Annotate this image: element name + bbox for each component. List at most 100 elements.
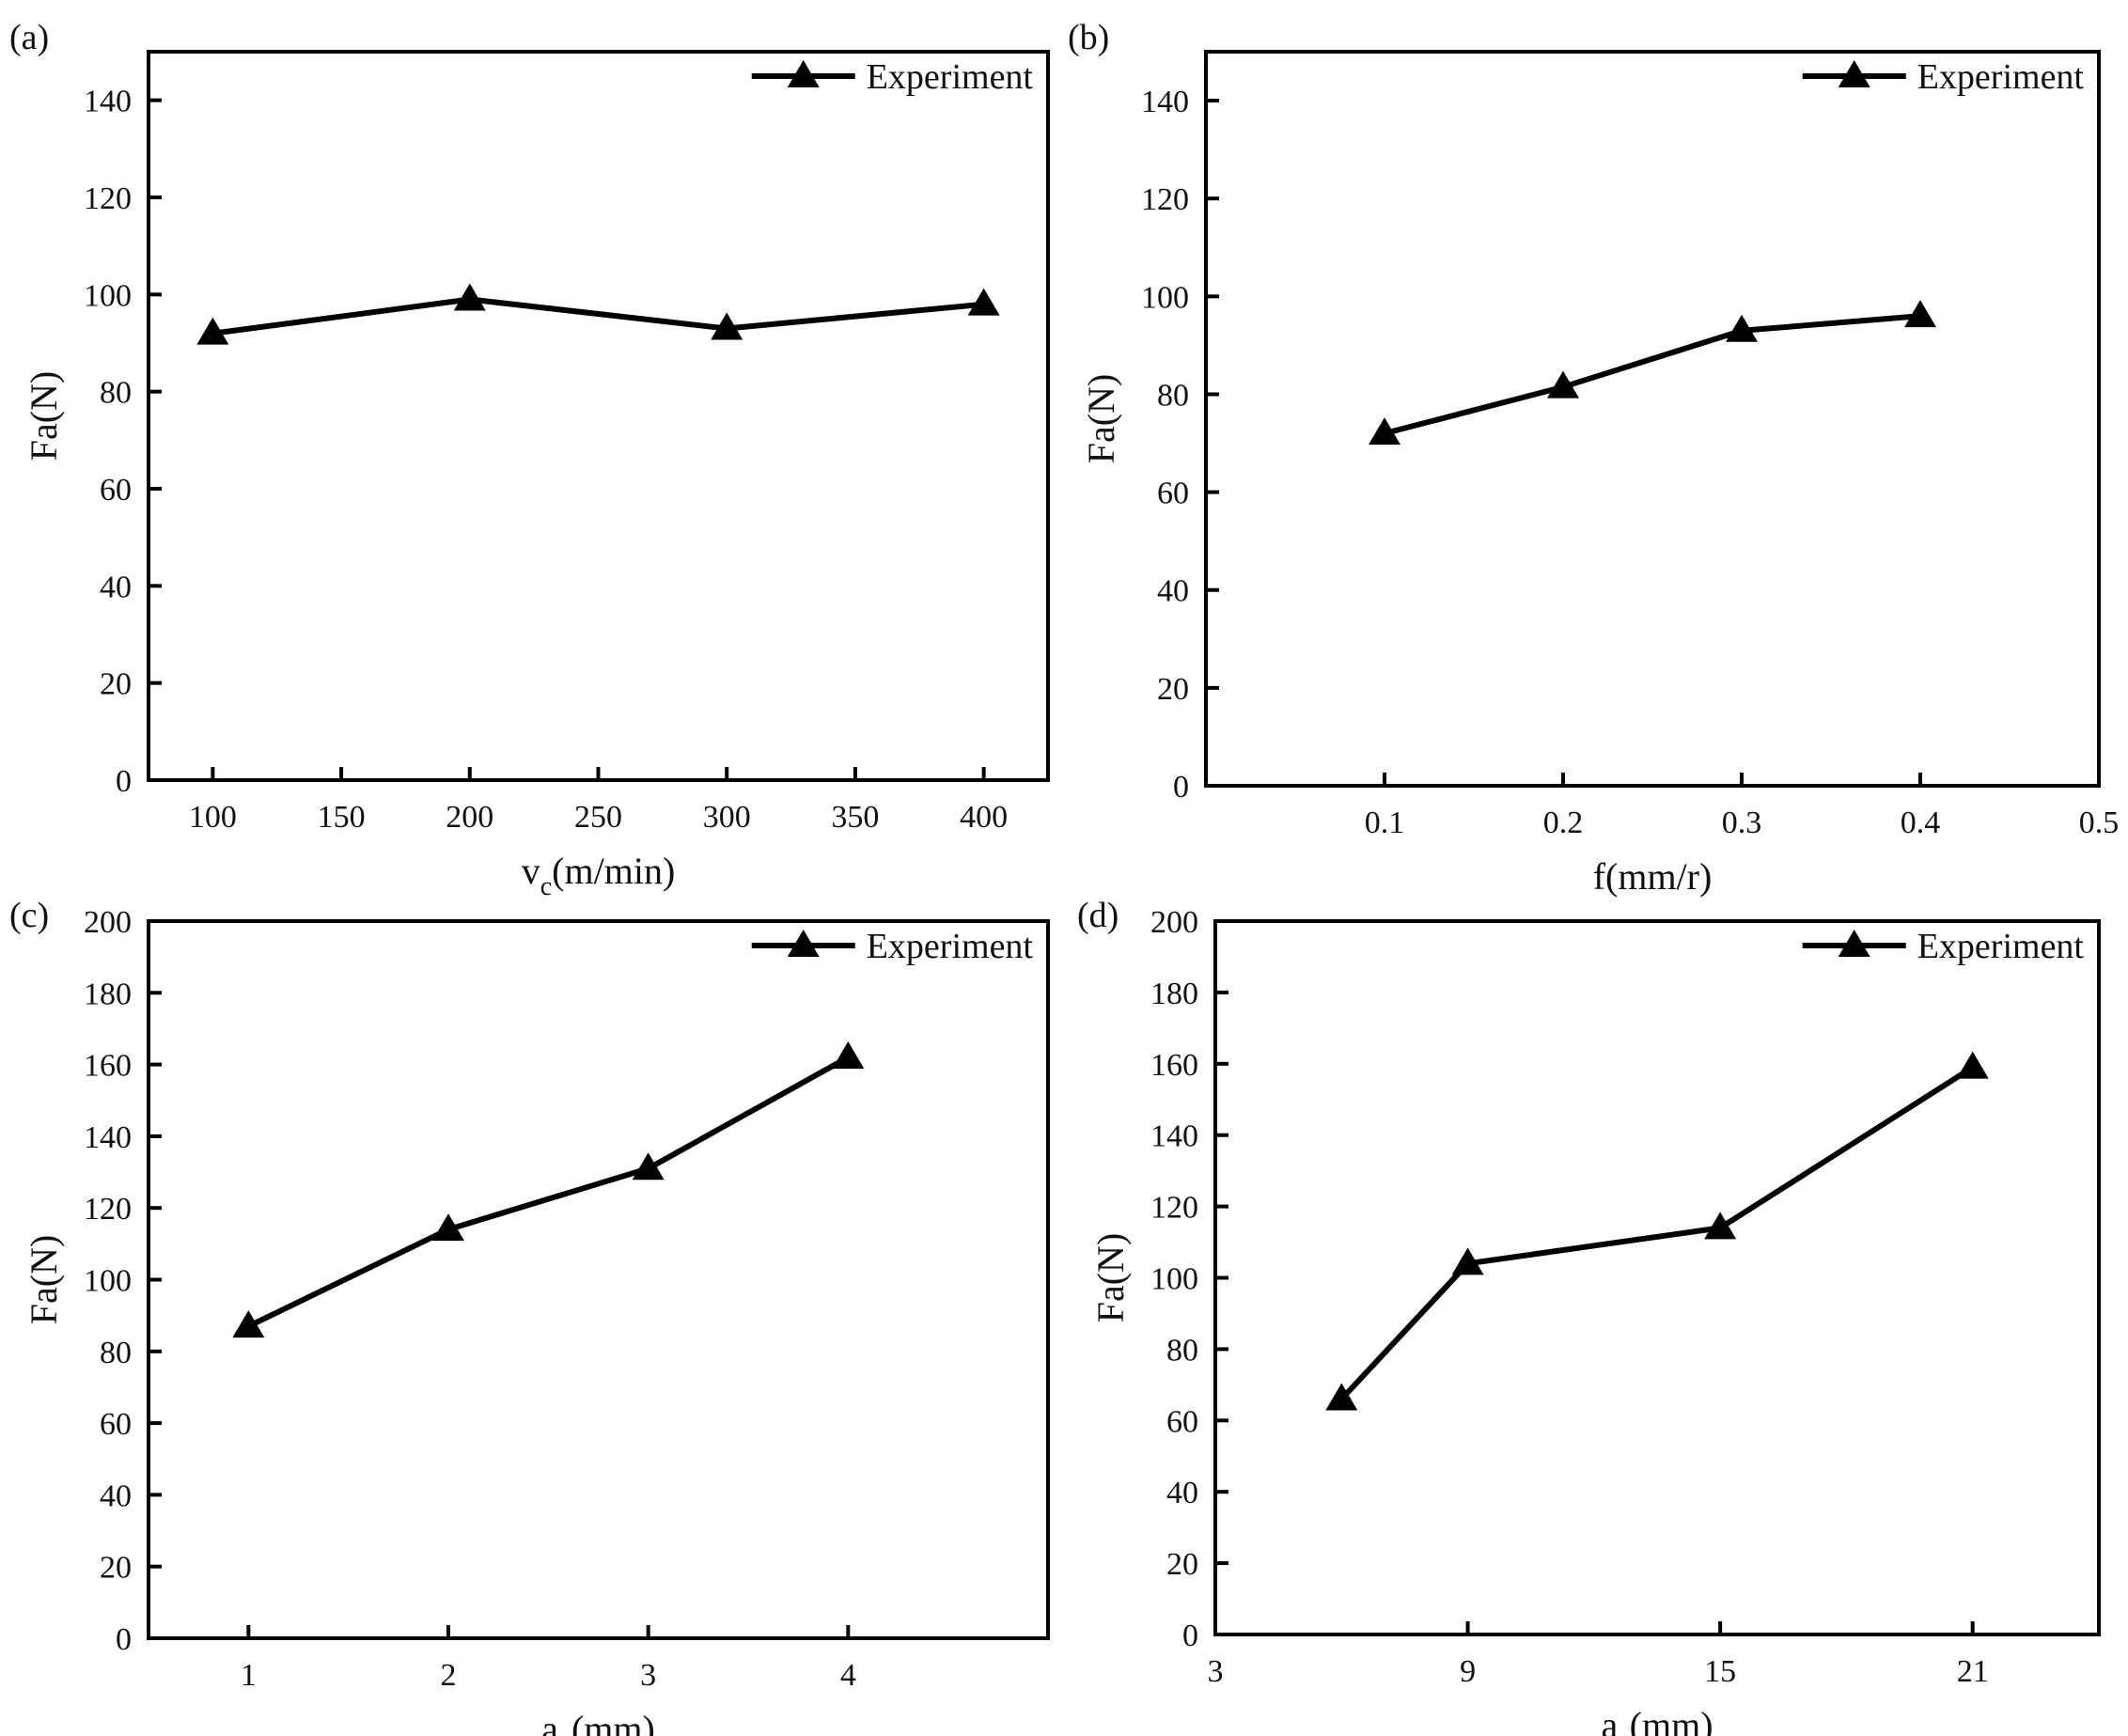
x-axis-title: f(mm/r) — [1593, 855, 1713, 898]
legend-label: Experiment — [867, 57, 1034, 97]
x-tick-label: 15 — [1704, 1654, 1736, 1689]
y-tick-label: 40 — [100, 570, 132, 604]
plot-frame — [1204, 50, 2101, 788]
panel-a: (a) 0 20 40 60 80 100 120 140 100 150 200 250 300 350 4… — [9, 18, 1050, 901]
y-tick-label: 120 — [84, 181, 132, 216]
x-axis-title: ae(mm) — [1601, 1704, 1713, 1736]
y-tick-label: 160 — [1150, 1048, 1198, 1083]
legend-marker — [787, 60, 820, 87]
plot-frame — [147, 919, 1050, 1640]
x-tick-label: 0.3 — [1722, 805, 1762, 840]
y-tick-label: 80 — [100, 1336, 132, 1370]
y-tick-label: 20 — [1166, 1547, 1198, 1582]
y-tick-label: 0 — [1173, 770, 1189, 805]
legend-marker — [1838, 60, 1870, 87]
y-tick-label: 120 — [1141, 182, 1189, 217]
y-tick-label: 120 — [84, 1192, 132, 1227]
legend-label: Experiment — [1917, 927, 2085, 966]
y-tick-label: 40 — [100, 1478, 132, 1513]
x-axis-title-main: v — [522, 850, 540, 892]
data-point-marker — [1369, 417, 1400, 446]
x-tick-label: 150 — [318, 800, 366, 835]
x-axis-title-main: a — [1601, 1704, 1618, 1736]
panel-label: (c) — [9, 896, 49, 935]
y-tick-label: 80 — [1157, 378, 1189, 413]
data-point-marker — [711, 312, 743, 340]
y-tick-label: 60 — [1166, 1404, 1198, 1439]
y-axis-title: Fa(N) — [23, 371, 65, 461]
y-tick-label: 60 — [100, 1407, 132, 1442]
x-tick-label: 4 — [840, 1658, 856, 1693]
panel-label: (d) — [1077, 896, 1119, 935]
x-tick-label: 9 — [1460, 1654, 1476, 1689]
data-point-marker — [1547, 370, 1579, 399]
y-tick-label: 20 — [100, 667, 132, 702]
y-tick-label: 100 — [1150, 1262, 1198, 1297]
y-tick-label: 80 — [100, 376, 132, 411]
legend: Experiment — [751, 57, 1034, 97]
series-line — [212, 296, 984, 336]
legend: Experiment — [1802, 57, 2085, 97]
y-tick-label: 20 — [100, 1551, 132, 1586]
y-tick-label: 20 — [1157, 672, 1189, 707]
x-tick-label: 1 — [241, 1658, 257, 1693]
x-tick-label: 0.1 — [1365, 805, 1405, 840]
y-tick-label: 0 — [116, 764, 132, 799]
x-tick-label: 0.5 — [2079, 805, 2120, 840]
legend-marker — [1838, 930, 1870, 957]
y-tick-label: 180 — [1150, 977, 1198, 1011]
y-tick-label: 0 — [116, 1622, 132, 1657]
x-axis-title: ap(mm) — [541, 1708, 655, 1736]
y-tick-label: 100 — [1141, 280, 1189, 315]
y-tick-label: 80 — [1166, 1333, 1198, 1368]
x-tick-label: 200 — [446, 800, 493, 835]
x-tick-label: 2 — [441, 1658, 457, 1693]
y-tick-label: 140 — [84, 85, 132, 119]
series-line — [1384, 313, 1921, 437]
y-axis-title: Fa(N) — [1089, 1233, 1132, 1323]
y-tick-label: 200 — [84, 905, 132, 940]
y-tick-label: 140 — [1150, 1119, 1198, 1154]
legend: Experiment — [1802, 927, 2085, 966]
data-point-marker — [967, 288, 1000, 316]
x-axis-title-unit: (mm) — [571, 1708, 655, 1736]
panel-d: (d) 0 20 40 60 80 100 120 140 160 180 200 3 9 15 21 Fa(N… — [1077, 896, 2101, 1736]
y-tick-label: 40 — [1166, 1476, 1198, 1510]
y-tick-label: 140 — [84, 1120, 132, 1155]
legend-label: Experiment — [1917, 57, 2085, 97]
panel-b: (b) 0 20 40 60 80 100 120 140 0.1 0.2 0.3 0.4 0.5 Fa(N… — [1068, 18, 2119, 898]
data-point-marker — [1451, 1247, 1484, 1275]
x-tick-label: 3 — [1208, 1654, 1224, 1689]
y-axis-title: Fa(N) — [23, 1235, 65, 1325]
y-axis-title: Fa(N) — [1080, 374, 1122, 464]
x-tick-label: 21 — [1957, 1654, 1989, 1689]
x-axis-title-subscript: c — [540, 872, 552, 901]
y-tick-label: 60 — [1157, 477, 1189, 511]
x-axis-title-unit: (m/min) — [552, 850, 675, 892]
x-axis-title-subscript: e — [1618, 1727, 1629, 1736]
y-tick-label: 200 — [1150, 905, 1198, 940]
data-point-marker — [1956, 1051, 1989, 1079]
panel-c: (c) 0 20 40 60 80 100 120 140 160 180 200 1 2 3 4 Fa(N) a… — [9, 896, 1050, 1736]
y-tick-label: 140 — [1141, 85, 1189, 119]
data-point-marker — [632, 1152, 665, 1181]
x-tick-label: 0.4 — [1901, 805, 1941, 840]
x-tick-label: 0.2 — [1543, 805, 1584, 840]
y-tick-label: 100 — [84, 278, 132, 313]
series-line — [246, 1055, 850, 1329]
y-tick-label: 60 — [100, 473, 132, 508]
data-point-marker — [832, 1040, 865, 1069]
plot-frame — [1213, 919, 2101, 1636]
x-axis-title-main: f(mm/r) — [1593, 855, 1713, 898]
x-tick-label: 3 — [640, 1658, 656, 1693]
y-tick-label: 100 — [84, 1264, 132, 1299]
data-point-marker — [1704, 1212, 1737, 1240]
data-point-marker — [1325, 1383, 1358, 1411]
data-point-marker — [1726, 314, 1758, 342]
panel-label: (a) — [9, 18, 49, 57]
legend-marker — [787, 930, 820, 957]
x-axis-title-unit: (mm) — [1630, 1704, 1713, 1736]
legend-label: Experiment — [867, 927, 1034, 966]
x-axis-title-subscript: p — [558, 1730, 571, 1736]
